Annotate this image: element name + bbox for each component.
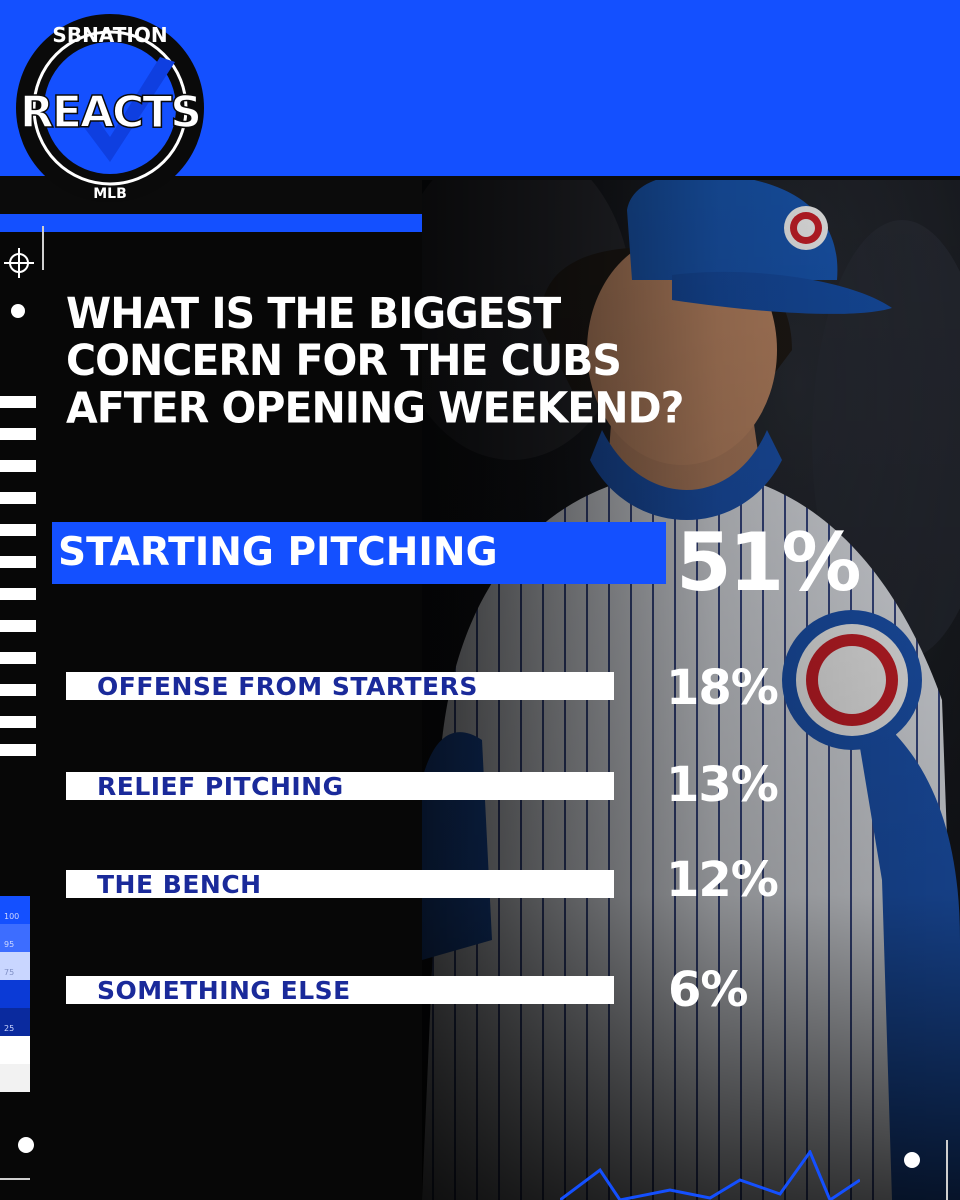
swatch-label: 95: [4, 940, 15, 949]
banner-edge: [0, 176, 960, 180]
swatch-label: 75: [4, 968, 15, 977]
ruler-tick: [0, 684, 36, 696]
logo-main-text: REACTS: [20, 87, 200, 138]
bar-label-starting-pitching: STARTING PITCHING: [58, 530, 498, 575]
swatch-label: 25: [4, 1024, 15, 1033]
ruler-tick: [0, 716, 36, 728]
ruler-tick: [0, 588, 36, 600]
value-label-offense-from-starters: 18%: [666, 660, 779, 716]
ruler-tick: [0, 428, 36, 440]
swatch: 25: [0, 1008, 30, 1036]
value-label-something-else: 6%: [668, 962, 748, 1018]
color-swatch-strip: 100 95 75 25: [0, 896, 30, 1092]
waveform-decoration: [560, 1150, 860, 1200]
target-dot-icon: [11, 304, 25, 318]
bar-the-bench: [66, 870, 614, 898]
bar-label-offense-from-starters: OFFENSE FROM STARTERS: [97, 672, 478, 701]
bar-something-else: [66, 976, 614, 1004]
bar-relief-pitching: [66, 772, 614, 800]
swatch: [0, 980, 30, 1008]
crosshair-icon: [4, 248, 34, 278]
bar-offense-from-starters: [66, 672, 614, 700]
divider-line: [0, 1178, 30, 1180]
bar-label-the-bench: THE BENCH: [97, 870, 262, 899]
swatch-label: 100: [4, 912, 20, 921]
value-label-starting-pitching: 51%: [676, 516, 861, 609]
bar-starting-pitching: [52, 522, 666, 584]
swatch: 75: [0, 952, 30, 980]
sbnation-reacts-logo: SBNATION REACTS MLB: [16, 14, 204, 202]
ruler-tick: [0, 744, 36, 756]
ruler-tick: [0, 524, 36, 536]
ruler-tick: [0, 620, 36, 632]
ruler-tick: [0, 556, 36, 568]
target-dot-icon: [18, 1137, 34, 1153]
ruler-tick: [0, 652, 36, 664]
divider-line: [946, 1140, 948, 1200]
bar-label-something-else: SOMETHING ELSE: [97, 976, 351, 1005]
ruler-tick: [0, 460, 36, 472]
poll-question: WHAT IS THE BIGGEST CONCERN FOR THE CUBS…: [66, 287, 684, 433]
player-illustration: [422, 180, 960, 1200]
bar-label-relief-pitching: RELIEF PITCHING: [97, 772, 344, 801]
swatch: 95: [0, 924, 30, 952]
value-label-the-bench: 12%: [666, 852, 779, 908]
swatch: 100: [0, 896, 30, 924]
blue-accent-stripe: [0, 214, 422, 232]
logo-bottom-text: MLB: [93, 186, 127, 202]
ruler-tick: [0, 396, 36, 408]
value-label-relief-pitching: 13%: [666, 757, 779, 813]
swatch: [0, 1036, 30, 1064]
divider-line: [42, 226, 44, 270]
swatch: [0, 1064, 30, 1092]
player-photo: [422, 180, 960, 1200]
target-dot-icon: [904, 1152, 920, 1168]
logo-top-text: SBNATION: [52, 23, 167, 47]
ruler-tick: [0, 492, 36, 504]
